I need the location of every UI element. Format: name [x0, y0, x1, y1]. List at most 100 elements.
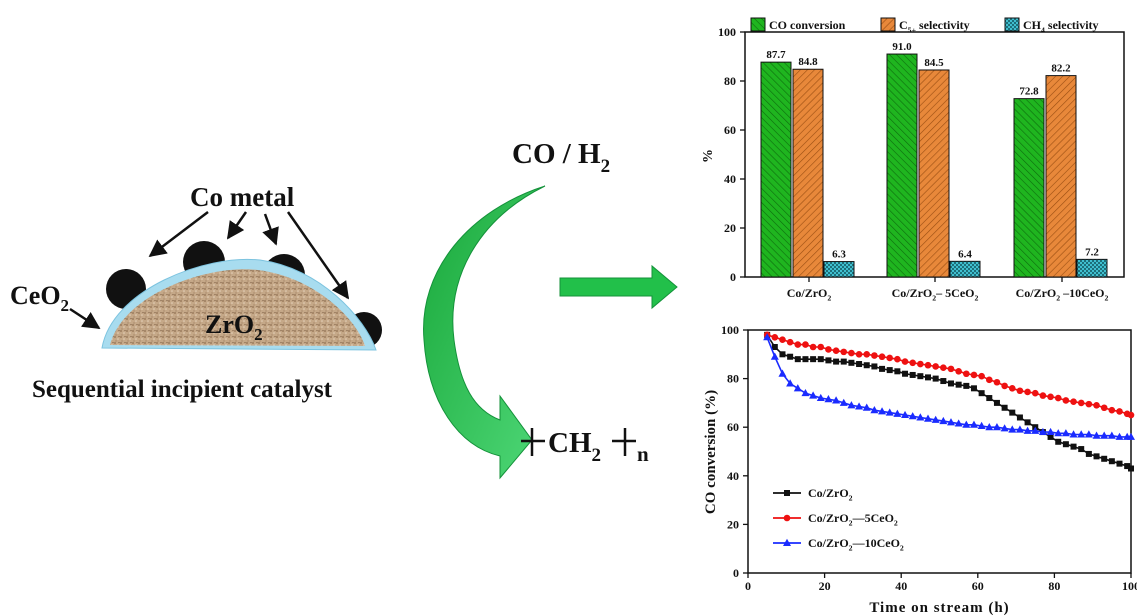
data-point	[855, 351, 863, 358]
y-tick-label: 20	[724, 221, 736, 235]
data-point	[783, 514, 791, 522]
co-metal-label: Co metal	[190, 182, 295, 212]
data-point	[954, 419, 963, 427]
data-point	[879, 365, 886, 372]
data-point	[924, 414, 933, 422]
data-point	[779, 336, 786, 344]
x-tick-label: 20	[819, 579, 831, 593]
data-point	[1107, 431, 1116, 439]
data-point	[1085, 450, 1092, 457]
co-pointer-arrow	[286, 211, 350, 300]
data-point	[908, 412, 917, 420]
data-point	[1078, 446, 1085, 453]
data-point	[963, 382, 970, 389]
data-point	[962, 420, 971, 428]
data-point	[917, 360, 924, 368]
bar	[823, 261, 855, 278]
data-point	[794, 341, 802, 348]
data-point	[817, 356, 824, 363]
data-point	[1100, 431, 1109, 439]
series-line	[763, 331, 1135, 419]
x-tick-label: Co/ZrO2	[787, 286, 832, 302]
x-axis-label: Time on stream (h)	[869, 600, 1009, 616]
data-point	[1101, 455, 1108, 462]
bar-value-label: 84.8	[798, 56, 818, 68]
data-point	[1047, 393, 1054, 401]
bar	[1013, 98, 1045, 278]
data-point	[1070, 443, 1077, 450]
data-point	[1085, 400, 1093, 408]
data-point	[848, 349, 855, 357]
data-point	[993, 399, 1000, 406]
data-point	[1016, 387, 1024, 395]
x-tick-label: Co/ZrO2– 5CeO2	[892, 286, 979, 302]
data-point	[855, 402, 864, 410]
legend-swatch	[750, 17, 766, 32]
data-point	[1024, 388, 1031, 396]
data-point	[787, 353, 794, 360]
data-point	[1000, 424, 1009, 432]
data-point	[931, 415, 940, 423]
data-point	[840, 358, 847, 365]
data-point	[1093, 402, 1100, 409]
data-point	[1009, 409, 1016, 416]
data-point	[1100, 404, 1108, 412]
data-point	[810, 356, 817, 363]
svg-text:CH2: CH2	[548, 427, 601, 466]
data-point	[871, 352, 878, 359]
y-tick-label: 20	[727, 517, 739, 531]
data-point	[1031, 389, 1039, 397]
series-line	[763, 333, 1135, 440]
data-point	[1055, 438, 1062, 445]
ceo2-label: CeO2	[10, 281, 69, 315]
data-point	[863, 351, 871, 358]
legend-label: CO conversion	[769, 18, 846, 32]
feed-label: CO / H2	[512, 138, 610, 177]
data-point	[1108, 406, 1116, 414]
data-point	[1015, 425, 1024, 433]
data-point	[901, 358, 909, 365]
data-point	[771, 344, 778, 351]
data-point	[770, 352, 779, 360]
data-point	[902, 370, 909, 377]
x-tick-label: 80	[1048, 579, 1060, 593]
data-point	[1077, 399, 1085, 407]
data-point	[1039, 392, 1047, 399]
data-point	[992, 423, 1001, 431]
data-point	[955, 381, 962, 388]
data-point	[893, 409, 902, 417]
data-point	[1008, 385, 1016, 392]
y-tick-label: 40	[724, 172, 736, 186]
y-tick-label: 80	[724, 74, 736, 88]
data-point	[1127, 411, 1135, 419]
reaction-scheme: CO / H2 CH2 n	[423, 138, 678, 480]
data-point	[947, 365, 955, 373]
data-point	[946, 418, 955, 426]
data-point	[856, 361, 863, 368]
bar	[760, 61, 792, 278]
data-point	[1031, 426, 1040, 434]
data-point	[809, 343, 817, 351]
data-point	[940, 378, 947, 385]
y-tick-label: 40	[727, 469, 739, 483]
data-point	[1001, 382, 1008, 390]
data-point	[1124, 463, 1131, 470]
series-line	[764, 331, 1134, 472]
data-point	[894, 368, 901, 375]
zro2-label: ZrO2	[205, 310, 263, 344]
bar-value-label: 87.7	[766, 49, 786, 61]
curved-green-arrow	[423, 185, 546, 480]
data-point	[978, 390, 985, 397]
data-point	[969, 420, 978, 428]
y-tick-label: 0	[730, 270, 736, 284]
y-tick-label: 80	[727, 372, 739, 386]
bar	[949, 260, 981, 278]
data-point	[1093, 453, 1100, 460]
data-point	[985, 423, 994, 431]
data-point	[993, 378, 1001, 386]
data-point	[832, 347, 840, 354]
data-point	[909, 359, 916, 367]
y-axis-label: CO conversion (%)	[703, 390, 719, 514]
legend-label: Co/ZrO2—5CeO2	[808, 511, 898, 527]
